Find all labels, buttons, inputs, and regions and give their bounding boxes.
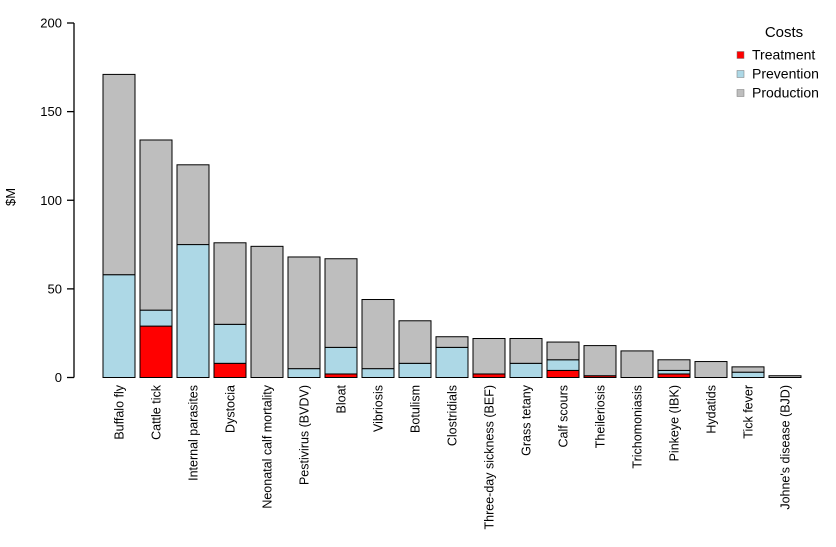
x-category-label: Cattle tick [150, 384, 164, 440]
bar-segment-production [509, 338, 543, 364]
bar-segment-treatment [546, 369, 580, 379]
x-category-label: Buffalo fly [113, 384, 127, 439]
bar-segment-production [139, 139, 173, 311]
legend-label: Treatment [752, 47, 815, 63]
bar-segment-prevention [509, 362, 543, 379]
bar-segment-prevention [287, 368, 321, 379]
bar-segment-prevention [398, 362, 432, 379]
bar-segment-production [361, 299, 395, 370]
y-tick-label: 0 [55, 370, 62, 385]
bar-segment-treatment [139, 325, 173, 379]
bar-segment-prevention [102, 274, 136, 379]
bar-segment-production [250, 245, 284, 378]
x-category-label: Johne's disease (BJD) [779, 385, 793, 510]
legend-swatch-prevention [736, 70, 745, 78]
bar-segment-production [620, 350, 654, 379]
legend-title: Costs [765, 24, 803, 41]
bar-segment-prevention [731, 371, 765, 378]
bar-segment-production [472, 338, 506, 375]
bar-segment-production [398, 320, 432, 364]
bar-segment-prevention [361, 368, 395, 379]
bar-segment-production [176, 164, 210, 246]
bar-segment-treatment [324, 373, 358, 378]
legend-label: Prevention [752, 66, 819, 82]
y-tick-label: 50 [48, 281, 62, 296]
bar-segment-production [287, 256, 321, 370]
x-category-label: Dystocia [224, 385, 238, 433]
x-category-label: Hydatids [705, 385, 719, 434]
bar-segment-prevention [324, 346, 358, 375]
bar-segment-prevention [657, 369, 691, 375]
x-category-label: Neonatal calf mortality [261, 384, 275, 508]
x-category-label: Three-day sickness (BEF) [483, 385, 497, 529]
x-category-label: Trichomoniasis [631, 385, 645, 469]
legend-swatch-treatment [736, 51, 745, 59]
y-tick-label: 100 [40, 193, 62, 208]
bar-segment-production [583, 345, 617, 377]
x-category-label: Tick fever [742, 385, 756, 439]
y-tick-label: 200 [40, 16, 62, 31]
bar-segment-prevention [213, 323, 247, 364]
bar-segment-prevention [435, 346, 469, 378]
x-category-label: Pestivirus (BVDV) [298, 385, 312, 485]
bar-segment-prevention [139, 309, 173, 327]
bar-segment-production [102, 73, 136, 276]
bar-segment-prevention [176, 244, 210, 378]
x-category-label: Vibriosis [372, 385, 386, 432]
x-category-label: Clostridials [446, 385, 460, 446]
x-category-label: Theileriosis [594, 385, 608, 448]
legend-label: Production [752, 85, 819, 101]
x-category-label: Grass tetany [520, 384, 534, 456]
bar-segment-production [657, 359, 691, 371]
legend-swatch-production [736, 89, 745, 97]
x-category-label: Bloat [335, 384, 349, 413]
bar-segment-treatment [213, 362, 247, 379]
x-category-label: Calf scours [557, 385, 571, 448]
bar-segment-treatment [472, 373, 506, 378]
y-tick-label: 150 [40, 104, 62, 119]
bar-segment-production [546, 341, 580, 361]
bar-segment-production [213, 242, 247, 325]
bar-segment-production [731, 366, 765, 373]
x-category-label: Pinkeye (IBK) [668, 385, 682, 461]
x-category-label: Internal parasites [187, 385, 201, 481]
bar-segment-prevention [546, 359, 580, 371]
bar-segment-production [694, 361, 728, 378]
bar-segment-production [768, 375, 802, 379]
bar-segment-production [435, 336, 469, 348]
bar-segment-production [324, 258, 358, 348]
y-axis-title: $M [3, 188, 18, 206]
x-category-label: Botulism [409, 385, 423, 433]
bar-segment-treatment [657, 373, 691, 378]
